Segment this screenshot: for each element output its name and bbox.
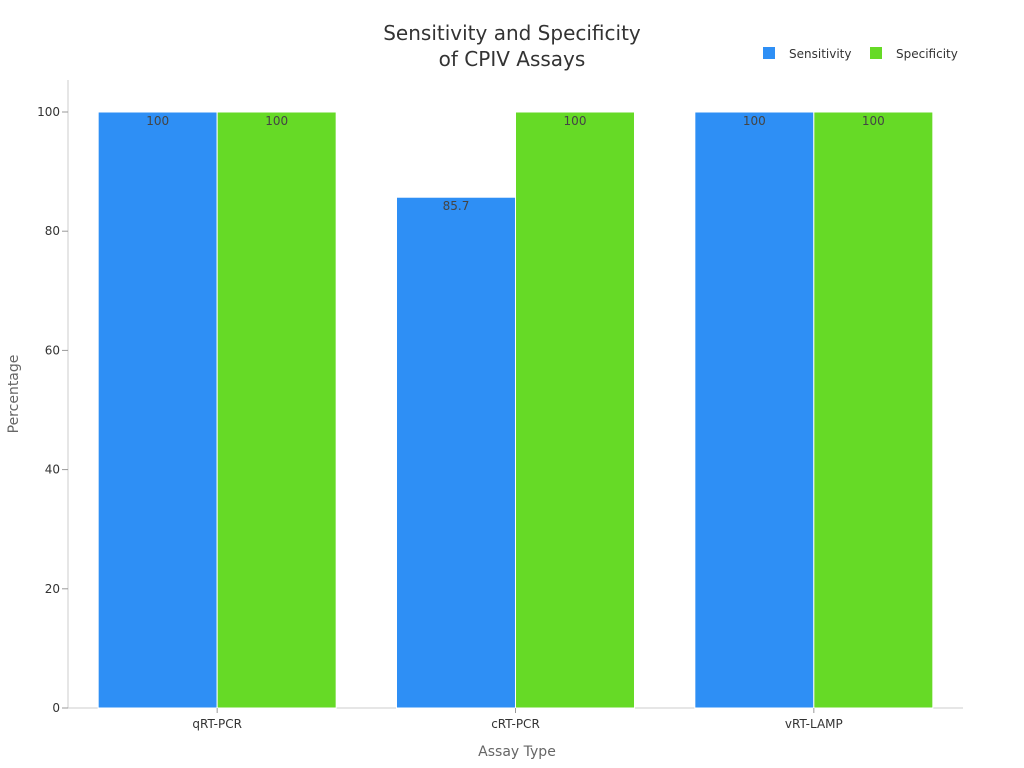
- x-tick-label: vRT-LAMP: [785, 717, 843, 731]
- y-tick-label: 0: [52, 701, 60, 715]
- y-tick-label: 40: [45, 463, 60, 477]
- legend-swatch-sensitivity: [763, 47, 775, 59]
- x-tick-label: cRT-PCR: [491, 717, 540, 731]
- legend-label-specificity: Specificity: [896, 47, 958, 61]
- y-axis-title: Percentage: [6, 355, 22, 434]
- legend: Sensitivity Specificity: [763, 47, 958, 61]
- bar-sensitivity-qrt-pcr: [97, 111, 218, 709]
- y-tick-label: 60: [45, 343, 60, 357]
- chart-title-line-2: of CPIV Assays: [439, 47, 586, 71]
- data-label: 100: [743, 114, 766, 128]
- data-label: 100: [862, 114, 885, 128]
- y-axis-ticks: 0 20 40 60 80 100: [37, 105, 68, 715]
- value-labels: 100 100 85.7 100 100 100: [146, 114, 885, 213]
- data-label: 100: [146, 114, 169, 128]
- bar-specificity-qrt-pcr: [216, 111, 337, 709]
- data-label: 85.7: [443, 199, 470, 213]
- chart-title-line-1: Sensitivity and Specificity: [383, 21, 641, 45]
- data-label: 100: [564, 114, 587, 128]
- bar-specificity-crt-pcr: [515, 111, 635, 709]
- legend-label-sensitivity: Sensitivity: [789, 47, 851, 61]
- y-tick-label: 80: [45, 224, 60, 238]
- y-tick-label: 20: [45, 582, 60, 596]
- bar-sensitivity-vrt-lamp: [694, 111, 815, 709]
- y-tick-label: 100: [37, 105, 60, 119]
- bar-sensitivity-crt-pcr: [396, 196, 516, 709]
- x-tick-label: qRT-PCR: [192, 717, 242, 731]
- bar-specificity-vrt-lamp: [813, 111, 934, 709]
- legend-swatch-specificity: [870, 47, 882, 59]
- x-axis-ticks: qRT-PCR cRT-PCR vRT-LAMP: [192, 708, 843, 731]
- bars: [97, 111, 934, 709]
- x-axis-title: Assay Type: [478, 744, 556, 760]
- data-label: 100: [265, 114, 288, 128]
